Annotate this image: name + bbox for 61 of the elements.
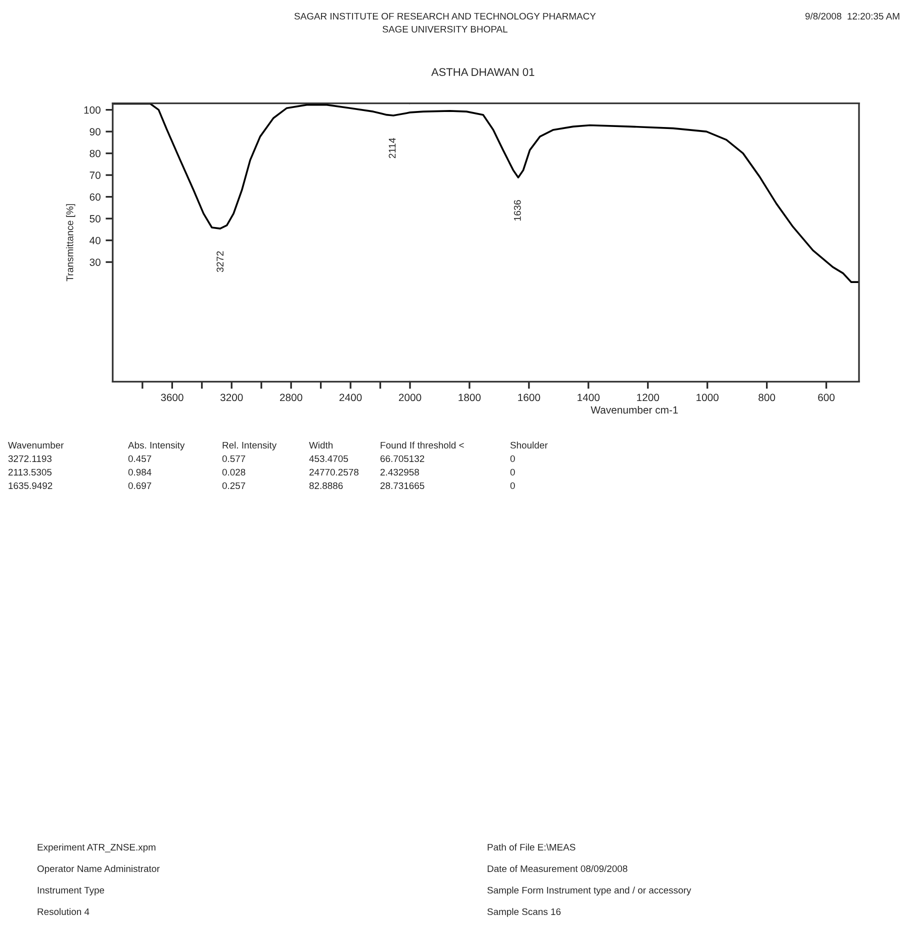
x-axis-title: Wavenumber cm-1: [590, 406, 678, 414]
text: Rel. Intensity: [222, 442, 277, 450]
text: Resolution 4: [38, 908, 90, 916]
x-tick-label: 2400: [339, 394, 362, 402]
text: 0.577: [222, 455, 246, 462]
text: 2.432958: [380, 468, 419, 476]
y-tick-label: 50: [90, 215, 100, 222]
text: 0.457: [128, 455, 152, 462]
text: 2113.5305: [8, 468, 52, 476]
text: Width: [309, 442, 333, 449]
y-tick-label: 30: [90, 258, 100, 266]
y-tick-label: 80: [90, 150, 100, 158]
text: 3272.1193: [8, 455, 52, 462]
text: 9/8/2008 12:20:35 AM: [805, 12, 900, 20]
text: 0.984: [128, 468, 152, 476]
text: Shoulder: [510, 442, 548, 449]
y-tick-label: 40: [90, 236, 100, 244]
text: 0.028: [222, 468, 246, 476]
text: Date of Measurement 08/09/2008: [488, 865, 628, 872]
text: Instrument Type: [38, 886, 104, 896]
x-tick-label: 1800: [458, 394, 481, 402]
text: 0.257: [222, 482, 246, 490]
annotation: 2114: [388, 138, 396, 158]
x-tick-label: 3200: [220, 394, 243, 402]
x-tick-label: 1000: [696, 394, 719, 402]
x-tick-label: 3600: [160, 394, 184, 402]
x-tick-label: 1600: [518, 394, 540, 402]
y-tick-label: 60: [90, 193, 100, 201]
annotation: 3272: [216, 251, 224, 272]
text: 453.4705: [309, 455, 348, 462]
text: 24770.2578: [309, 468, 358, 476]
text: SAGE UNIVERSITY BHOPAL: [382, 26, 508, 33]
x-tick-label: 800: [758, 394, 776, 402]
text: 0: [510, 482, 515, 490]
text: Experiment ATR_ZNSE.xpm: [38, 844, 156, 852]
text: SAGAR INSTITUTE OF RESEARCH AND TECHNOLOGY PHARMACY: [294, 12, 596, 20]
x-tick-label: 1200: [637, 394, 660, 402]
x-tick-label: 1400: [578, 394, 600, 402]
y-tick-label: 90: [90, 128, 100, 136]
annotation: 1636: [514, 200, 521, 221]
y-tick-label: 70: [90, 172, 100, 179]
text: Sample Scans 16: [487, 908, 561, 917]
y-axis-title: Transmittance [%]: [66, 204, 76, 282]
text: 0: [510, 468, 515, 476]
text: Sample Form Instrument type and / or accessory: [487, 886, 692, 896]
x-tick-label: 600: [818, 394, 835, 402]
text: 28.731665: [380, 482, 424, 490]
text: Found If threshold <: [380, 442, 464, 449]
text: 66.705132: [380, 455, 424, 462]
chart-title: ASTHA DHAWAN 01: [431, 68, 534, 76]
text: 0.697: [128, 482, 152, 490]
text: Operator Name Administrator: [37, 865, 160, 874]
text: Abs. Intensity: [128, 442, 185, 450]
text: Path of File E:\MEAS: [488, 844, 576, 851]
text: 0: [510, 455, 515, 462]
text: Wavenumber: [8, 442, 64, 449]
x-tick-label: 2000: [398, 394, 422, 402]
text: 82.8886: [309, 482, 343, 490]
y-tick-label: 100: [84, 106, 100, 114]
text: 1635.9492: [8, 482, 52, 490]
x-tick-label: 2800: [280, 394, 302, 402]
